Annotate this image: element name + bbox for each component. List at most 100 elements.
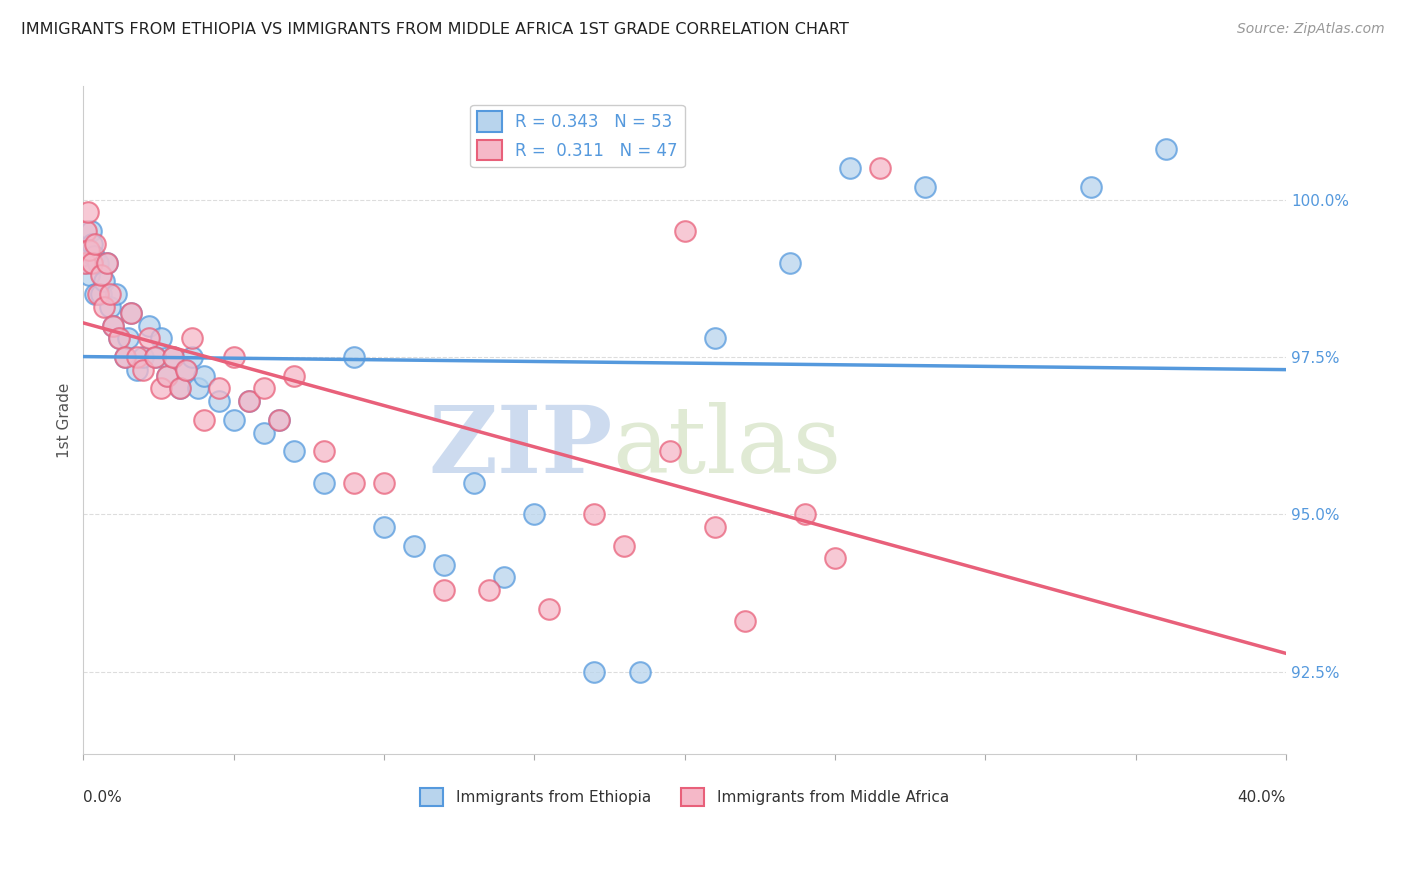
Point <box>222 350 245 364</box>
Point <box>114 350 136 364</box>
Y-axis label: 1st Grade: 1st Grade <box>58 383 72 458</box>
Point <box>180 350 202 364</box>
Point <box>150 382 173 396</box>
Legend: Immigrants from Ethiopia, Immigrants from Middle Africa: Immigrants from Ethiopia, Immigrants fro… <box>415 781 955 813</box>
Point <box>1154 142 1177 156</box>
Text: 0.0%: 0.0% <box>83 790 122 805</box>
Point <box>127 362 149 376</box>
Point <box>108 331 131 345</box>
Text: ZIP: ZIP <box>429 401 613 491</box>
Point <box>193 368 215 383</box>
Point <box>402 539 425 553</box>
Text: IMMIGRANTS FROM ETHIOPIA VS IMMIGRANTS FROM MIDDLE AFRICA 1ST GRADE CORRELATION : IMMIGRANTS FROM ETHIOPIA VS IMMIGRANTS F… <box>21 22 849 37</box>
Text: atlas: atlas <box>613 401 842 491</box>
Text: Source: ZipAtlas.com: Source: ZipAtlas.com <box>1237 22 1385 37</box>
Point <box>583 665 606 679</box>
Point <box>673 224 696 238</box>
Point <box>207 382 229 396</box>
Point <box>538 601 561 615</box>
Point <box>373 475 395 490</box>
Point <box>253 425 276 440</box>
Point <box>96 255 118 269</box>
Point <box>169 382 191 396</box>
Point <box>73 255 96 269</box>
Point <box>169 382 191 396</box>
Point <box>187 382 209 396</box>
Point <box>162 350 184 364</box>
Point <box>84 236 107 251</box>
Point <box>87 287 110 301</box>
Point <box>93 300 115 314</box>
Point <box>156 368 179 383</box>
Point <box>75 224 97 238</box>
Point <box>73 255 96 269</box>
Point <box>145 350 167 364</box>
Point <box>793 508 815 522</box>
Point <box>343 475 366 490</box>
Point <box>145 350 167 364</box>
Point <box>613 539 636 553</box>
Point <box>103 318 125 333</box>
Point <box>84 287 107 301</box>
Point <box>253 382 276 396</box>
Point <box>79 243 101 257</box>
Point <box>222 413 245 427</box>
Point <box>312 475 335 490</box>
Point <box>162 350 184 364</box>
Point <box>312 444 335 458</box>
Point <box>193 413 215 427</box>
Point <box>779 255 801 269</box>
Point <box>207 394 229 409</box>
Point <box>703 520 725 534</box>
Point <box>267 413 290 427</box>
Point <box>658 444 681 458</box>
Point <box>114 350 136 364</box>
Point <box>174 362 197 376</box>
Point <box>82 236 104 251</box>
Point <box>120 306 142 320</box>
Point <box>138 318 160 333</box>
Point <box>80 224 103 238</box>
Point <box>96 255 118 269</box>
Point <box>83 249 105 263</box>
Point <box>373 520 395 534</box>
Point <box>583 508 606 522</box>
Point <box>238 394 260 409</box>
Point <box>156 368 179 383</box>
Point <box>108 331 131 345</box>
Text: 40.0%: 40.0% <box>1237 790 1286 805</box>
Point <box>238 394 260 409</box>
Point <box>76 255 98 269</box>
Point <box>90 287 112 301</box>
Point <box>494 570 516 584</box>
Point <box>150 331 173 345</box>
Point <box>82 255 104 269</box>
Point <box>138 331 160 345</box>
Point <box>79 268 101 282</box>
Point <box>523 508 546 522</box>
Point <box>824 551 846 566</box>
Point <box>343 350 366 364</box>
Point <box>478 582 501 597</box>
Point <box>76 205 98 219</box>
Point <box>734 615 756 629</box>
Point <box>132 350 155 364</box>
Point <box>433 558 456 572</box>
Point <box>914 180 936 194</box>
Point <box>1080 180 1102 194</box>
Point <box>120 306 142 320</box>
Point <box>87 255 110 269</box>
Point <box>132 362 155 376</box>
Point <box>98 287 121 301</box>
Point <box>117 331 139 345</box>
Point <box>267 413 290 427</box>
Point <box>90 268 112 282</box>
Point <box>93 275 115 289</box>
Point <box>174 362 197 376</box>
Point <box>98 300 121 314</box>
Point <box>703 331 725 345</box>
Point <box>463 475 485 490</box>
Point <box>127 350 149 364</box>
Point <box>283 444 305 458</box>
Point <box>839 161 862 176</box>
